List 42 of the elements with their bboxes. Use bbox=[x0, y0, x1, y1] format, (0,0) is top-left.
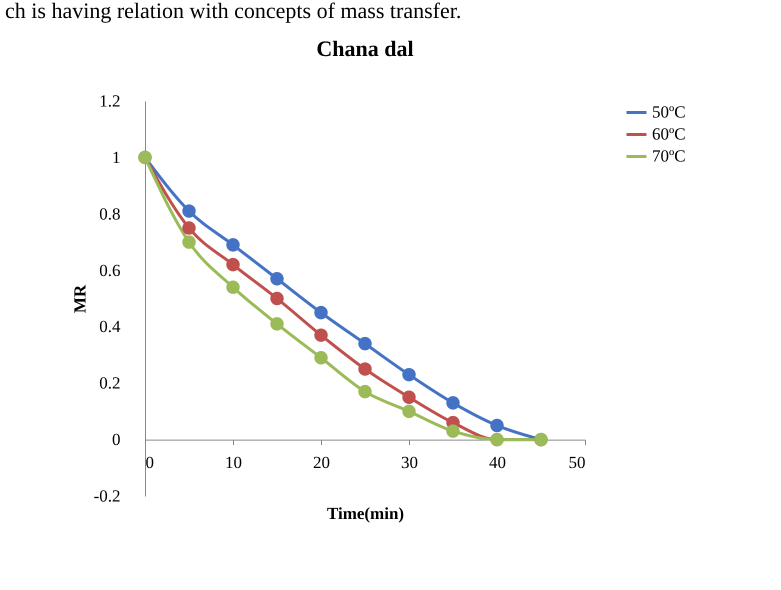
point bbox=[402, 404, 416, 418]
point bbox=[358, 336, 372, 350]
y-axis-title: MR bbox=[70, 284, 90, 314]
y-tick-label: 0.4 bbox=[99, 317, 121, 336]
legend-label: 60ºC bbox=[652, 124, 686, 144]
point bbox=[402, 390, 416, 404]
x-tick-label: 10 bbox=[225, 453, 242, 472]
y-tick-label: 0.2 bbox=[99, 374, 120, 393]
legend-label: 50ºC bbox=[652, 102, 686, 122]
chart-title: Chana dal bbox=[316, 36, 414, 61]
point bbox=[270, 272, 284, 286]
point bbox=[314, 351, 328, 364]
x-tick-label: 50 bbox=[568, 453, 586, 472]
x-tick-label: 20 bbox=[313, 453, 330, 472]
point bbox=[446, 396, 460, 410]
point bbox=[402, 368, 416, 382]
y-tick-label: 1.2 bbox=[99, 92, 120, 110]
point bbox=[182, 221, 196, 235]
y-tick-label: 0.8 bbox=[99, 204, 120, 224]
point bbox=[358, 384, 372, 398]
x-tick-label: 30 bbox=[401, 453, 418, 472]
y-tick-label: 0.6 bbox=[99, 260, 120, 280]
point bbox=[270, 292, 284, 306]
point bbox=[446, 424, 460, 438]
point bbox=[314, 328, 328, 342]
point bbox=[226, 280, 240, 294]
text: ch is having relation with concepts of mass transfer. bbox=[5, 0, 462, 23]
point bbox=[182, 204, 196, 218]
point bbox=[226, 258, 240, 272]
point bbox=[270, 317, 284, 331]
legend-label: 70ºC bbox=[652, 146, 686, 166]
y-tick-label: 0 bbox=[112, 430, 120, 450]
point bbox=[314, 306, 328, 320]
y-tick-label: -0.2 bbox=[94, 486, 120, 506]
x-axis-title: Time(min) bbox=[326, 504, 404, 524]
x-tick-label: 0 bbox=[146, 453, 154, 472]
point bbox=[226, 238, 240, 252]
point bbox=[358, 362, 372, 376]
point bbox=[182, 235, 196, 249]
x-tick-label: 40 bbox=[489, 453, 506, 472]
point bbox=[490, 418, 504, 432]
y-tick-label: 1 bbox=[112, 148, 120, 167]
